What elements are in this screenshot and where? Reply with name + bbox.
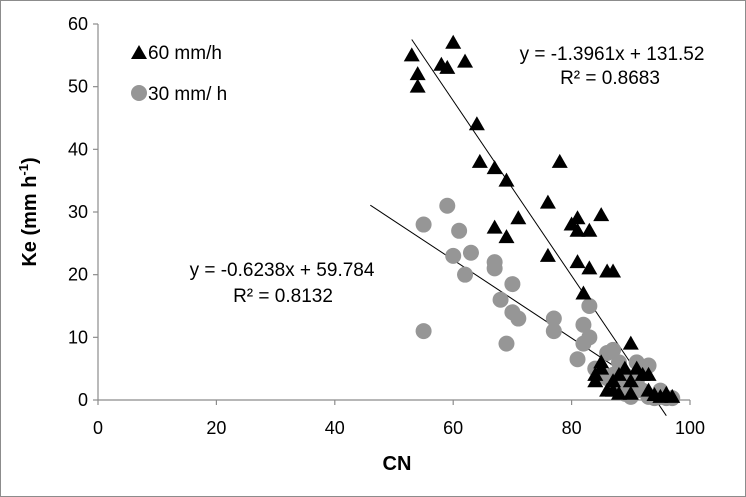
point-30mm [415,216,432,233]
x-tick-label: 60 [443,418,463,438]
point-60mm [640,366,657,381]
point-30mm [492,291,509,308]
legend-label-30mm: 30 mm/ h [148,84,227,105]
point-30mm [545,310,562,327]
x-tick-label: 40 [325,418,345,438]
legend-marker-30mm [131,85,147,101]
x-tick-label: 80 [562,418,582,438]
trendline-60mm [411,39,667,416]
point-60mm [498,172,515,187]
point-60mm [471,153,488,168]
ticks: 0 10 20 30 40 50 60 0 20 40 60 80 100 [68,14,705,438]
legend: 60 mm/h 30 mm/ h [131,43,227,105]
y-tick-label: 30 [68,202,88,222]
point-60mm [581,260,598,275]
point-30mm [445,247,462,264]
point-60mm [616,360,633,375]
point-60mm [622,385,639,400]
trendline-equation-60mm: y = -1.3961x + 131.52 [520,44,705,65]
point-30mm [510,310,527,327]
y-tick-label: 10 [68,327,88,347]
point-60mm [605,263,622,278]
y-axis-title: Ke (mm h-1) [16,157,41,266]
point-30mm [498,335,515,352]
point-30mm [545,323,562,340]
point-30mm [415,323,432,340]
point-30mm [581,329,598,346]
point-60mm [593,360,610,375]
legend-label-60mm: 60 mm/h [148,43,222,64]
point-30mm [640,357,657,374]
trendline-equation-30mm: y = -0.6238x + 59.784 [190,260,375,281]
point-60mm [581,222,598,237]
point-60mm [409,78,426,93]
data-points [403,34,681,407]
x-tick-label: 20 [206,418,226,438]
point-60mm [445,34,462,49]
point-60mm [468,116,485,131]
x-tick-label: 100 [675,418,705,438]
point-60mm [569,254,586,269]
y-tick-label: 20 [68,265,88,285]
point-60mm [664,388,681,403]
point-30mm [581,298,598,314]
point-60mm [439,59,456,74]
point-60mm [622,373,639,388]
point-60mm [587,373,604,388]
point-30mm [575,316,592,333]
point-60mm [486,219,503,234]
point-30mm [462,244,479,261]
point-60mm [575,285,592,300]
point-60mm [403,47,420,62]
trendline-r2-60mm: R² = 0.8683 [560,68,660,89]
point-60mm [569,210,586,225]
point-60mm [409,66,426,81]
y-tick-label: 60 [68,14,88,34]
point-30mm [569,351,586,368]
equations: y = -1.3961x + 131.52 R² = 0.8683 y = -0… [190,44,705,307]
point-30mm [439,197,456,214]
legend-marker-60mm [131,45,147,59]
point-30mm [486,260,503,277]
point-60mm [498,229,515,244]
trendline-r2-30mm: R² = 0.8132 [233,286,333,307]
point-30mm [605,341,622,358]
point-60mm [486,160,503,175]
point-60mm [510,210,527,225]
point-60mm [539,194,556,209]
y-tick-label: 40 [68,139,88,159]
point-30mm [451,222,468,239]
x-tick-label: 0 [93,418,103,438]
point-60mm [569,222,586,237]
x-axis-title: CN [383,453,412,475]
point-60mm [593,207,610,222]
point-60mm [610,385,627,400]
point-60mm [551,153,568,168]
y-tick-label: 50 [68,77,88,97]
point-30mm [504,276,521,293]
y-tick-label: 0 [78,390,88,410]
point-60mm [457,53,474,68]
point-30mm [457,266,474,283]
point-60mm [539,247,556,262]
point-60mm [622,335,639,350]
